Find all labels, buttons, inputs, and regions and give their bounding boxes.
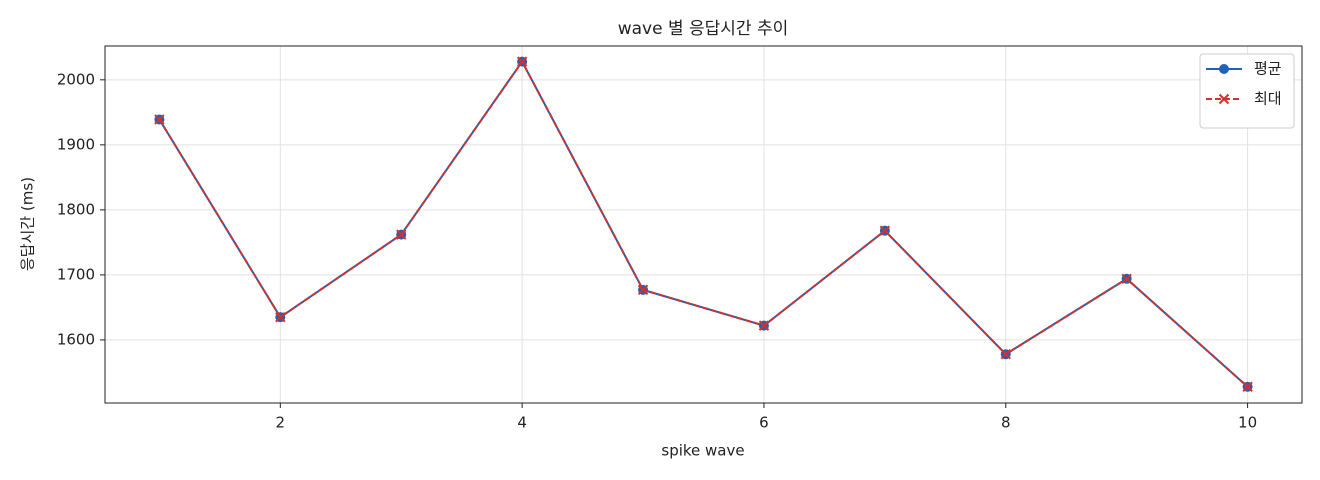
x-tick-label: 6	[759, 414, 769, 432]
x-axis-label: spike wave	[661, 442, 744, 460]
y-tick-label: 1900	[57, 135, 95, 153]
legend-label: 최대	[1254, 90, 1282, 108]
point	[154, 114, 165, 125]
point	[758, 320, 770, 331]
legend-marker	[1218, 93, 1230, 105]
y-tick-label: 2000	[57, 70, 95, 88]
y-tick-label: 1800	[57, 200, 95, 218]
legend-label: 평균	[1254, 60, 1282, 78]
point	[1121, 273, 1132, 285]
plot-frame	[104, 45, 1303, 404]
series-line	[158, 59, 1249, 388]
x-tick-label: 8	[1001, 414, 1011, 432]
y-tick-label: 1700	[57, 265, 95, 283]
chart-title: wave 별 응답시간 추이	[618, 19, 789, 39]
x-tick-label: 4	[517, 414, 527, 432]
y-axis-label: 응답시간 (ms)	[19, 177, 37, 271]
point	[396, 229, 407, 240]
x-tick-label: 10	[1238, 414, 1257, 432]
y-tick-label: 1600	[57, 330, 95, 348]
point	[516, 56, 528, 67]
legend-marker	[1219, 64, 1229, 74]
x-tick-label: 2	[276, 414, 286, 432]
point	[1000, 349, 1011, 360]
point	[275, 311, 286, 323]
point	[1242, 381, 1253, 392]
point	[879, 225, 891, 236]
series-line	[158, 59, 1249, 388]
point	[637, 284, 649, 296]
